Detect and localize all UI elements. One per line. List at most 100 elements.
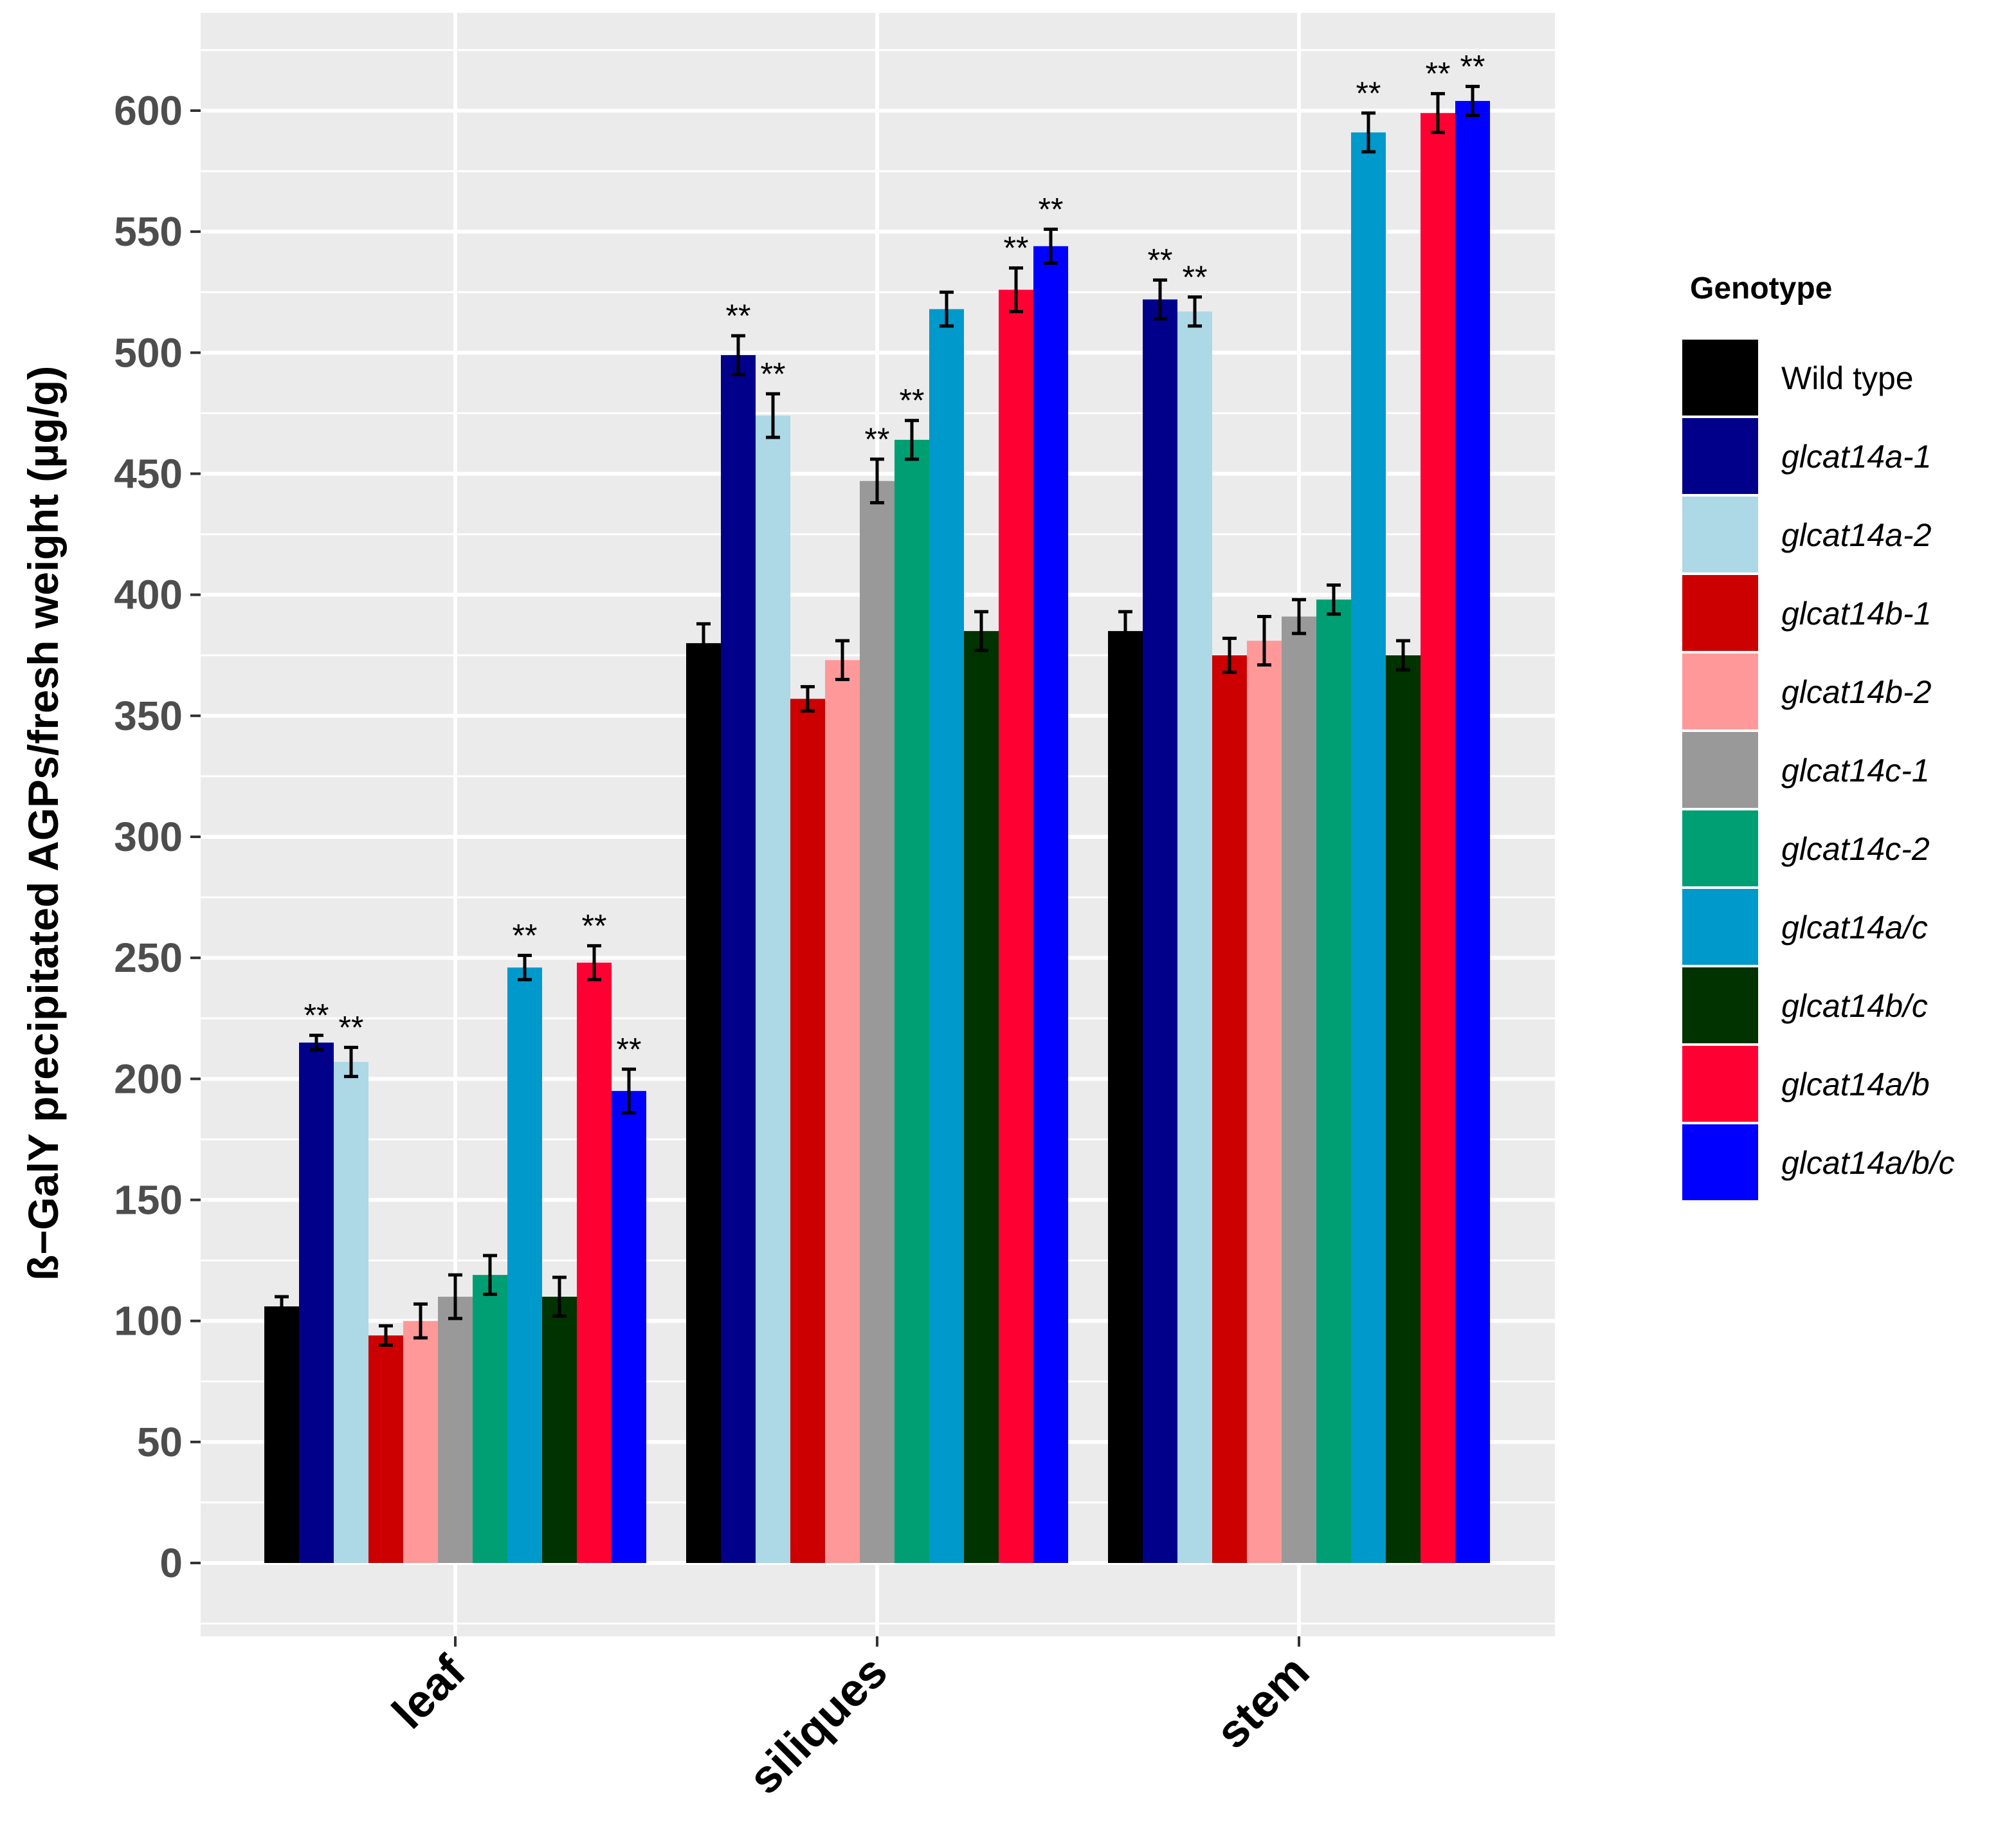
error-bar [1396, 639, 1410, 672]
bar [1421, 113, 1455, 1563]
bar [403, 1321, 438, 1563]
bar [721, 355, 756, 1563]
legend-key [1680, 808, 1761, 889]
x-category-label: stem [1206, 1646, 1319, 1759]
bar [612, 1091, 646, 1563]
legend-key [1680, 729, 1761, 810]
x-axis: leaf siliques stem [383, 1636, 1319, 1804]
bar [860, 480, 894, 1563]
legend-key [1680, 1122, 1761, 1203]
bar [790, 699, 825, 1563]
y-tick-label: 500 [114, 329, 183, 376]
error-bar [870, 457, 884, 505]
bar [1386, 655, 1421, 1563]
y-tick-label: 100 [114, 1298, 183, 1344]
error-bar [413, 1302, 428, 1340]
error-bar [835, 639, 849, 681]
y-tick-label: 350 [114, 693, 183, 739]
error-bar [940, 290, 954, 328]
x-category-label: siliques [739, 1646, 897, 1804]
significance-layer: ******************************** [304, 48, 1485, 1067]
bar [1455, 100, 1490, 1563]
bar [999, 289, 1033, 1563]
error-bar [1361, 111, 1376, 154]
y-tick-label: 250 [114, 935, 183, 981]
legend-key [1680, 651, 1761, 732]
legend-label: Wild type [1781, 360, 1914, 396]
bar [473, 1275, 507, 1563]
error-bar [1292, 598, 1306, 635]
bar [577, 962, 612, 1563]
legend-label: glcat14c-1 [1781, 753, 1930, 789]
error-bar [1222, 636, 1237, 674]
significance-marker: ** [513, 917, 538, 953]
bar [756, 416, 790, 1564]
bar [507, 967, 542, 1563]
bar [334, 1061, 368, 1563]
bar [542, 1297, 577, 1563]
bar [1177, 311, 1212, 1563]
legend-key [1680, 965, 1761, 1046]
y-tick-label: 0 [159, 1540, 183, 1586]
error-bar [1466, 84, 1480, 118]
legend-label: glcat14a-1 [1781, 439, 1932, 475]
significance-marker: ** [761, 356, 786, 392]
significance-marker: ** [1148, 242, 1173, 278]
error-bar [1153, 278, 1167, 321]
significance-marker: ** [900, 383, 925, 419]
legend-key [1680, 572, 1761, 653]
bar [1247, 641, 1282, 1564]
legend-key [1680, 494, 1761, 575]
legend-label: glcat14b-1 [1781, 596, 1932, 632]
legend-title: Genotype [1690, 271, 1832, 306]
bar [1143, 299, 1177, 1563]
bar [438, 1297, 473, 1563]
y-tick-label: 300 [114, 814, 183, 860]
bar [299, 1042, 334, 1563]
error-bar [1257, 615, 1271, 667]
error-bar [622, 1067, 636, 1115]
error-bar [518, 953, 532, 982]
significance-marker: ** [1460, 48, 1485, 84]
legend-label: glcat14b-2 [1781, 674, 1932, 710]
y-tick-label: 600 [114, 87, 183, 134]
legend-key [1680, 416, 1761, 497]
legend-label: glcat14c-2 [1781, 831, 1930, 867]
bar [1282, 616, 1316, 1564]
significance-marker: ** [1356, 75, 1381, 111]
bar [1316, 599, 1351, 1563]
error-bar [309, 1034, 323, 1052]
error-bar [1188, 295, 1202, 328]
error-bar [731, 334, 745, 376]
y-tick-label: 150 [114, 1177, 183, 1223]
error-bar [696, 622, 711, 664]
significance-marker: ** [1426, 56, 1451, 92]
error-bar [379, 1324, 393, 1347]
y-tick-label: 550 [114, 208, 183, 255]
bar [368, 1335, 403, 1563]
error-bar [448, 1273, 462, 1321]
bar [686, 643, 721, 1563]
error-bar [974, 610, 988, 652]
bar [1033, 246, 1068, 1563]
y-axis: 0 50 100 150 200 250 300 350 400 450 500 550 600 [114, 87, 201, 1586]
error-bar [1118, 610, 1132, 652]
legend-label: glcat14a/b/c [1781, 1145, 1955, 1181]
legend-label: glcat14b/c [1781, 988, 1928, 1024]
error-bar [905, 419, 919, 461]
significance-marker: ** [1039, 191, 1064, 227]
error-bar [1044, 227, 1058, 265]
bar [825, 660, 860, 1563]
error-bar [552, 1275, 567, 1318]
significance-marker: ** [726, 298, 751, 334]
legend-label: glcat14a/b [1781, 1066, 1930, 1102]
bar [264, 1306, 299, 1563]
bar [894, 439, 929, 1563]
bar [1108, 631, 1143, 1563]
error-bar [801, 685, 815, 713]
significance-marker: ** [1004, 230, 1029, 266]
legend-key [1680, 337, 1761, 418]
y-tick-label: 50 [137, 1419, 183, 1465]
significance-marker: ** [1183, 259, 1208, 295]
y-tick-label: 400 [114, 572, 183, 618]
